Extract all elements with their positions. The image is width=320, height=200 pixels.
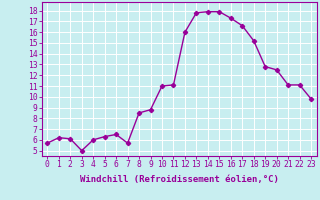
X-axis label: Windchill (Refroidissement éolien,°C): Windchill (Refroidissement éolien,°C) (80, 175, 279, 184)
